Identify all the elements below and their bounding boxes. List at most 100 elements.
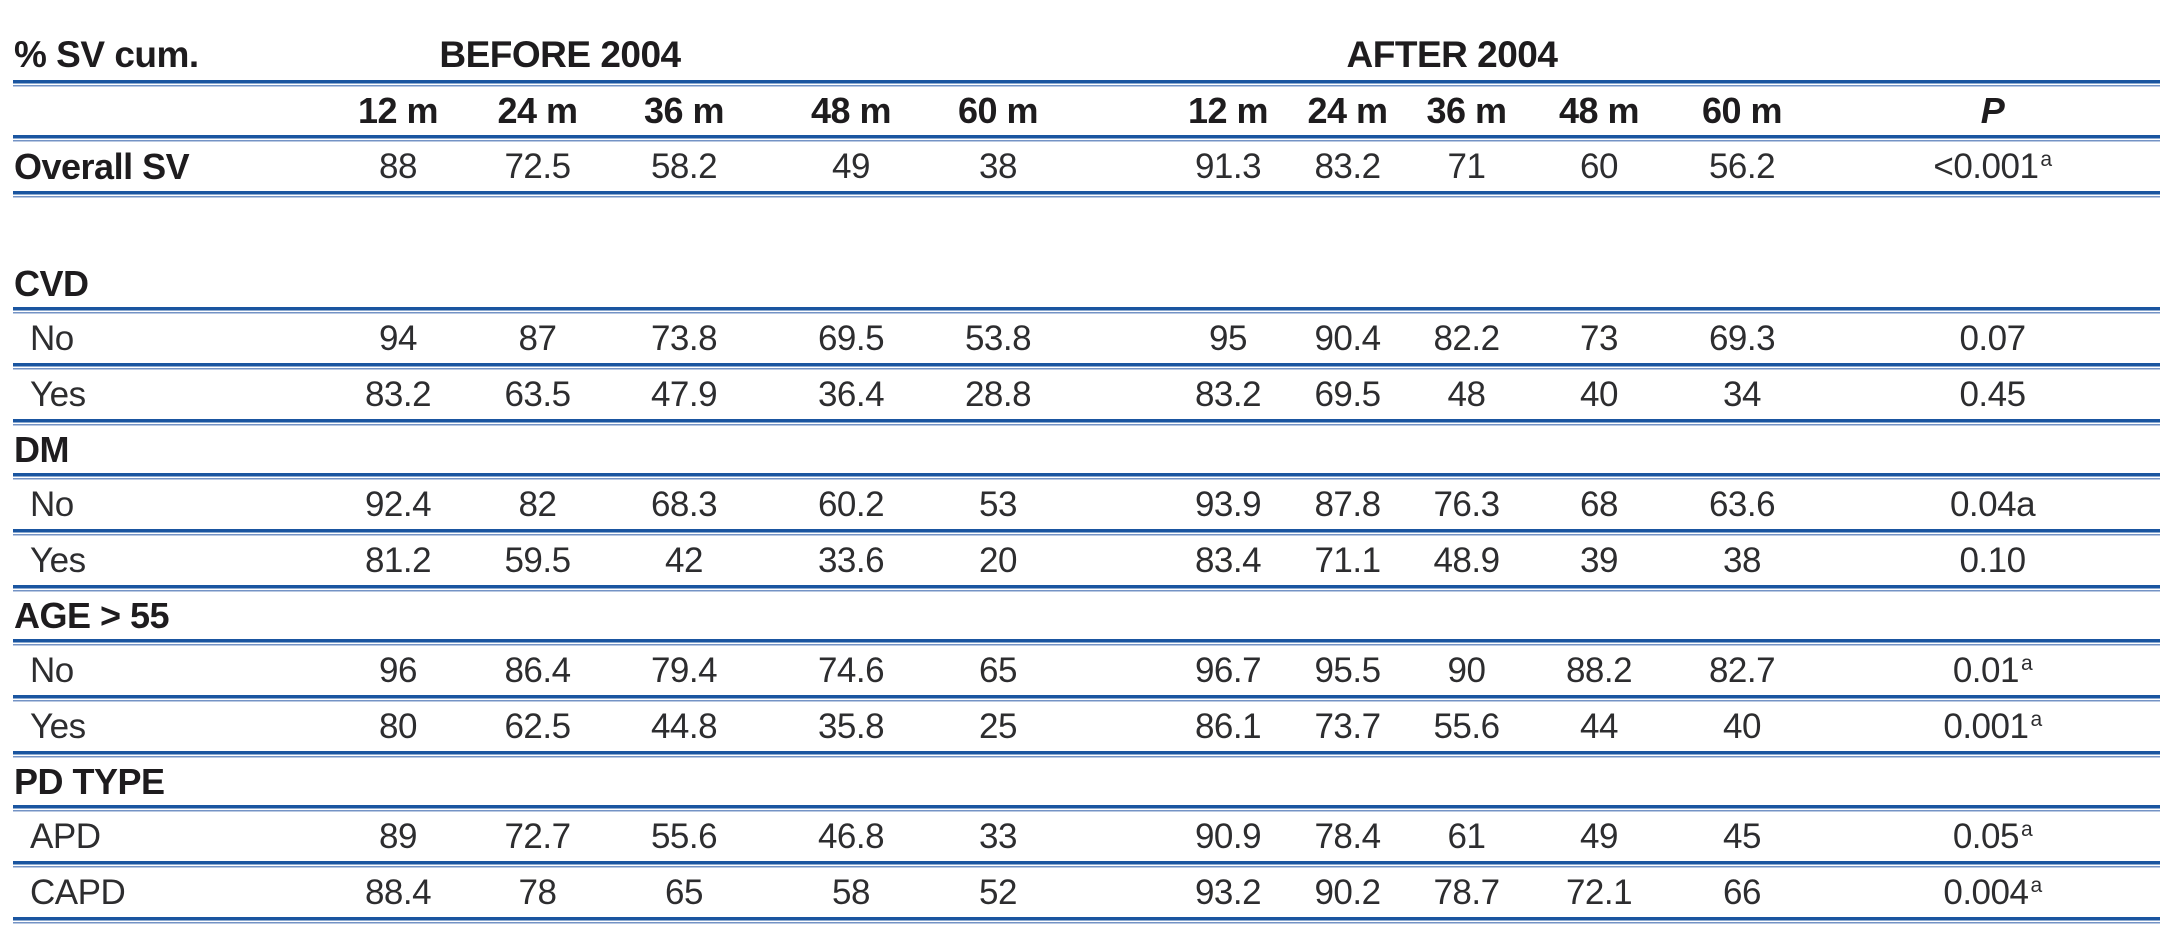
row-label: No	[30, 318, 74, 358]
group-header-row: % SV cum. BEFORE 2004 AFTER 2004	[0, 16, 2173, 80]
table-row: No 94 87 73.8 69.5 53.8 95 90.4 82.2 73 69.3 0.07	[0, 314, 2173, 363]
value-cell-before: 79.4	[650, 650, 718, 690]
value-cell-after: 69.3	[1708, 318, 1776, 358]
value-cell-after: 55.6	[1433, 706, 1500, 746]
value-cell-before: 62.5	[504, 706, 571, 746]
p-value-cell: 0.04a	[1949, 484, 2036, 524]
p-value-cell: 0.10	[1959, 540, 2026, 580]
p-superscript: a	[2040, 147, 2052, 171]
col-header-after-36m: 36 m	[1426, 90, 1507, 131]
value-cell-after: 91.3	[1194, 146, 1262, 186]
value-cell-after: 93.2	[1194, 872, 1262, 912]
col-header-before-36m: 36 m	[643, 90, 725, 131]
p-superscript: a	[2030, 707, 2042, 731]
value-cell-after: 93.9	[1194, 484, 1262, 524]
horizontal-rule	[13, 805, 2160, 812]
section-label: AGE > 55	[14, 594, 170, 636]
value-cell-before: 87	[518, 318, 557, 358]
value-cell-before: 49	[832, 146, 870, 186]
value-cell-after: 82.7	[1708, 650, 1776, 690]
p-value-cell: 0.004a	[1943, 872, 2042, 912]
value-cell-after: 73.7	[1314, 706, 1381, 746]
p-superscript: a	[2030, 873, 2042, 897]
value-cell-after: 83.4	[1194, 540, 1262, 580]
value-cell-before: 55.6	[650, 816, 718, 856]
value-cell-before: 58.2	[650, 146, 718, 186]
value-cell-after: 71	[1447, 146, 1486, 186]
value-cell-after: 83.2	[1314, 146, 1381, 186]
value-cell-before: 65	[979, 650, 1017, 690]
value-cell-after: 34	[1723, 374, 1761, 414]
value-cell-after: 48	[1447, 374, 1486, 414]
value-cell-after: 78.4	[1314, 816, 1381, 856]
value-cell-after: 48.9	[1433, 540, 1500, 580]
value-cell-before: 81.2	[364, 540, 432, 580]
horizontal-rule	[13, 529, 2160, 536]
p-value-cell: 0.01a	[1952, 650, 2033, 690]
table-row: CAPD 88.4 78 65 58 52 93.2 90.2 78.7 72.1 66 0.004a	[0, 868, 2173, 917]
value-cell-before: 65	[665, 872, 703, 912]
section-row: CVD	[0, 260, 2173, 307]
row-label: Overall SV	[14, 145, 190, 187]
table-row: Overall SV 88 72.5 58.2 49 38 91.3 83.2 71 60 56.2…	[0, 142, 2173, 191]
table-row: No 96 86.4 79.4 74.6 65 96.7 95.5 90 88.2 82.7 0.01…	[0, 646, 2173, 695]
value-cell-after: 71.1	[1314, 540, 1381, 580]
value-cell-before: 60.2	[817, 484, 885, 524]
value-cell-after: 88.2	[1565, 650, 1633, 690]
row-label: Yes	[30, 374, 86, 414]
section-label: CVD	[14, 262, 89, 304]
value-cell-before: 58	[832, 872, 870, 912]
value-cell-before: 47.9	[650, 374, 718, 414]
value-cell-after: 63.6	[1708, 484, 1776, 524]
value-cell-before: 59.5	[504, 540, 571, 580]
value-cell-before: 46.8	[817, 816, 885, 856]
row-label: CAPD	[30, 872, 126, 912]
value-cell-before: 52	[979, 872, 1017, 912]
row-label: No	[30, 650, 74, 690]
horizontal-rule	[13, 473, 2160, 480]
paper-survival-table: % SV cum. BEFORE 2004 AFTER 2004 12 m 24…	[0, 16, 2173, 924]
value-cell-before: 36.4	[817, 374, 885, 414]
value-cell-before: 72.7	[504, 816, 571, 856]
value-cell-after: 38	[1723, 540, 1761, 580]
horizontal-rule	[13, 585, 2160, 592]
p-superscript: a	[2020, 651, 2033, 675]
value-cell-before: 35.8	[817, 706, 885, 746]
value-cell-after: 90.4	[1314, 318, 1381, 358]
value-cell-before: 96	[379, 650, 417, 690]
value-cell-after: 66	[1723, 872, 1761, 912]
p-value-cell: 0.001a	[1943, 706, 2042, 746]
horizontal-rule	[13, 191, 2160, 198]
p-value-cell: 0.45	[1959, 374, 2026, 414]
value-cell-before: 73.8	[650, 318, 718, 358]
value-cell-before: 94	[379, 318, 417, 358]
value-cell-after: 68	[1580, 484, 1618, 524]
group-header-before: BEFORE 2004	[439, 34, 681, 75]
value-cell-after: 95.5	[1314, 650, 1381, 690]
col-header-before-48m: 48 m	[810, 90, 892, 131]
value-cell-before: 82	[518, 484, 557, 524]
value-cell-after: 61	[1447, 816, 1486, 856]
value-cell-before: 74.6	[817, 650, 885, 690]
horizontal-rule	[13, 307, 2160, 314]
value-cell-after: 49	[1580, 816, 1618, 856]
horizontal-rule	[13, 751, 2160, 758]
value-cell-before: 28.8	[964, 374, 1032, 414]
col-header-before-24m: 24 m	[497, 90, 578, 131]
value-cell-after: 60	[1580, 146, 1618, 186]
value-cell-after: 86.1	[1194, 706, 1262, 746]
value-cell-before: 53.8	[964, 318, 1032, 358]
row-label: Yes	[30, 540, 86, 580]
value-cell-before: 42	[665, 540, 703, 580]
value-cell-before: 92.4	[364, 484, 432, 524]
p-value-cell: 0.05a	[1952, 816, 2033, 856]
value-cell-before: 53	[979, 484, 1017, 524]
p-superscript: a	[2020, 817, 2033, 841]
row-label: Yes	[30, 706, 86, 746]
table-row: Yes 81.2 59.5 42 33.6 20 83.4 71.1 48.9 39 38 0.10	[0, 536, 2173, 585]
value-cell-before: 88	[379, 146, 417, 186]
column-header-row: 12 m 24 m 36 m 48 m 60 m 12 m 24 m 36 m …	[0, 87, 2173, 135]
table-gap	[0, 198, 2173, 260]
value-cell-after: 87.8	[1314, 484, 1381, 524]
value-cell-after: 69.5	[1314, 374, 1381, 414]
